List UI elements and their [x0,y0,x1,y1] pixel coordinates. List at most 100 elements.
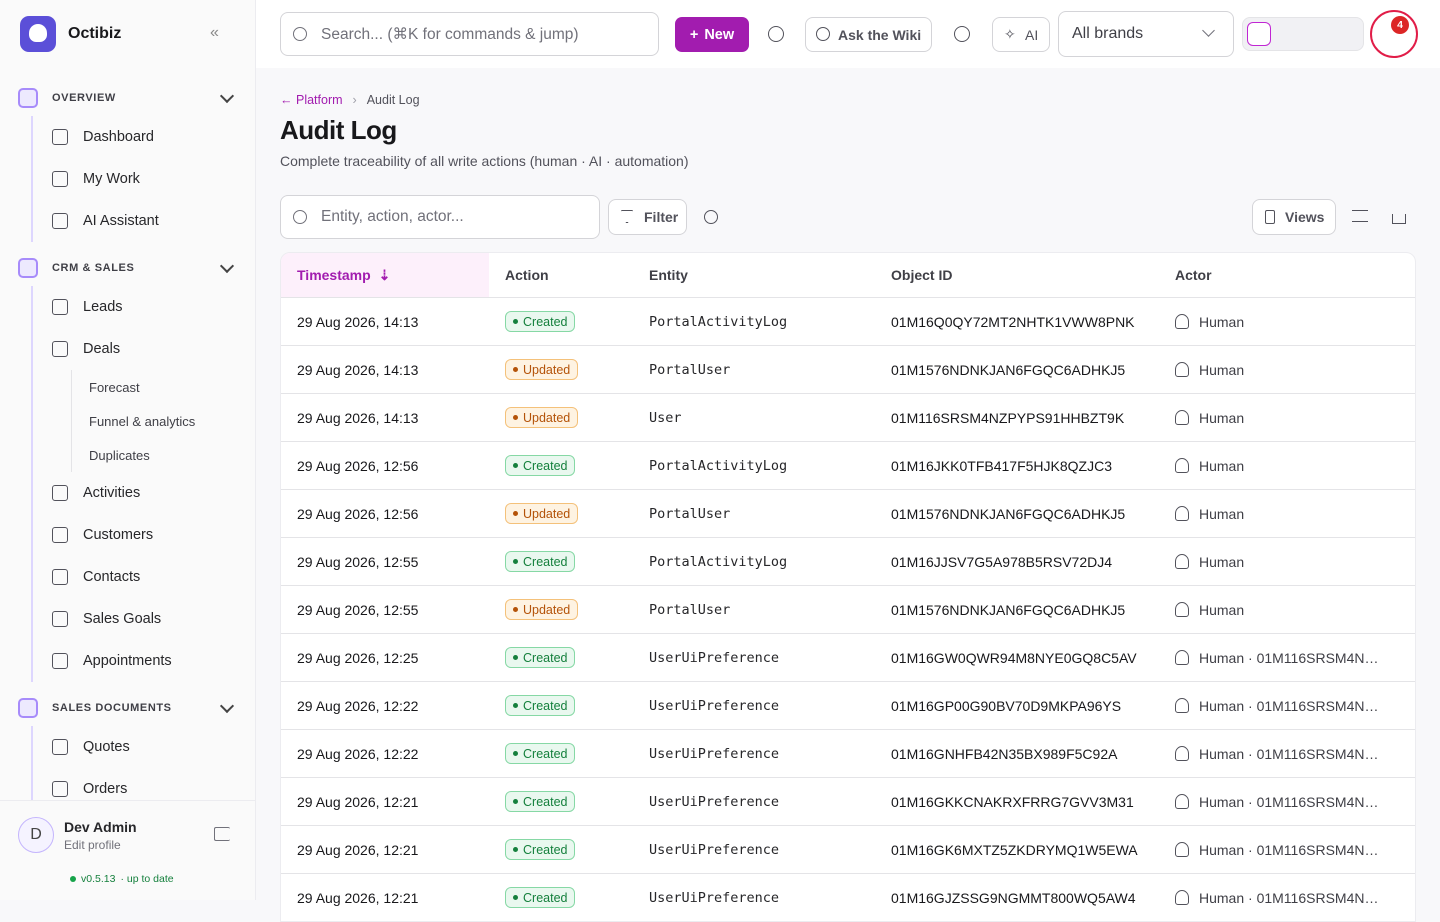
edit-profile[interactable]: Edit profile [64,838,121,852]
nav-item[interactable]: Contacts [33,556,255,598]
status-dot [70,876,76,882]
ai-button[interactable]: ✧ AI [992,17,1050,52]
table-cell: 29 Aug 2026, 14:13 [281,394,489,441]
nav-item[interactable]: Appointments [33,640,255,682]
avatar[interactable]: D [18,817,54,853]
mode-grid[interactable] [1306,22,1330,46]
nav-item[interactable]: Leads [33,286,255,328]
new-button[interactable]: + New [675,17,749,52]
table-row[interactable]: 29 Aug 2026, 12:55 Updated PortalUser 01M15… [281,585,1415,633]
plus-icon: + [689,26,699,43]
version: v0.5.13 · up to date [70,873,174,885]
table-row[interactable]: 29 Aug 2026, 12:21 Created UserUiPreferenc… [281,825,1415,873]
mode-dark[interactable] [1335,22,1359,46]
table-cell: 29 Aug 2026, 12:55 [281,586,489,633]
help-button[interactable] [954,26,970,42]
mode-light[interactable] [1276,22,1300,46]
mode-desktop[interactable] [1247,22,1271,46]
nav-item[interactable]: Sales Goals [33,598,255,640]
nav-subitem[interactable]: Duplicates [89,447,150,463]
column-header[interactable]: Action [489,253,633,297]
action-badge: Created [505,743,576,764]
nav-item[interactable]: Orders [33,768,255,810]
search-placeholder: Search... (⌘K for commands & jump) [321,25,579,43]
section-icon [18,698,38,718]
actor: Human [1199,361,1245,378]
nav-section[interactable]: CRM & SALES [0,250,255,286]
column-title: Actor [1175,267,1212,283]
nav-item[interactable]: Customers [33,514,255,556]
table-row[interactable]: 29 Aug 2026, 12:22 Created UserUiPreferenc… [281,681,1415,729]
wiki-button[interactable]: Ask the Wiki [805,17,932,52]
nav-subitem[interactable]: Forecast [89,379,140,395]
column-header[interactable]: Actor [1159,253,1415,297]
columns-button[interactable] [1352,210,1368,222]
nav-item[interactable]: Activities [33,472,255,514]
table-search-placeholder: Entity, action, actor... [321,208,464,225]
brand-select[interactable]: All brands [1058,11,1234,57]
nav-section[interactable]: SALES DOCUMENTS [0,690,255,726]
filter-button[interactable]: Filter [608,199,687,235]
table-cell: Created [489,874,633,921]
table-row[interactable]: 29 Aug 2026, 12:55 Created PortalActivityL… [281,537,1415,585]
column-header[interactable]: Object ID [875,253,1159,297]
nav-label: Contacts [83,569,141,585]
views-button[interactable]: Views [1252,199,1336,235]
action-badge: Updated [505,359,579,380]
table-cell: Created [489,442,633,489]
table-row[interactable]: 29 Aug 2026, 12:25 Created UserUiPreferenc… [281,633,1415,681]
breadcrumb: ← Platform › Audit Log [280,93,420,107]
nav-item[interactable]: Dashboard [33,116,255,158]
collapse-button[interactable]: « [210,24,219,41]
nav-icon [52,781,68,797]
entity: PortalUser [649,505,731,522]
download-button[interactable] [1392,214,1406,224]
table-row[interactable]: 29 Aug 2026, 14:13 Updated PortalUser 01M15… [281,345,1415,393]
user-name[interactable]: Dev Admin [64,819,137,835]
table-cell: UserUiPreference [633,682,875,729]
table-cell: 01M16GP00G90BV70D9MKPA96YS [875,682,1159,729]
table-cell: Human [1159,538,1415,585]
table-search[interactable]: Entity, action, actor... [280,195,600,239]
global-search[interactable]: Search... (⌘K for commands & jump) [280,12,659,56]
actor-icon [1175,314,1189,329]
table-cell: Human [1159,490,1415,537]
action-badge: Created [505,791,576,812]
brand[interactable]: Octibiz [0,0,255,68]
table-row[interactable]: 29 Aug 2026, 14:13 Updated User 01M116SRSM4… [281,393,1415,441]
nav-subitem[interactable]: Funnel & analytics [89,413,196,429]
timer-button[interactable] [768,26,784,42]
nav: OVERVIEW Dashboard My Work AI Assistant CRM … [0,68,255,810]
actor-icon [1175,698,1189,713]
logo [20,16,56,52]
table-row[interactable]: 29 Aug 2026, 12:21 Created UserUiPreferenc… [281,777,1415,825]
object-id: 01M16JJSV7G5A978B5RSV72DJ4 [891,553,1113,570]
logout-button[interactable] [214,827,230,841]
breadcrumb-link[interactable]: ← Platform [280,93,343,107]
timestamp: 29 Aug 2026, 12:56 [297,505,419,522]
action-badge: Created [505,455,576,476]
table-cell: 29 Aug 2026, 12:21 [281,826,489,873]
nav-item[interactable]: Deals [33,328,255,370]
entity: UserUiPreference [649,745,780,762]
table-row[interactable]: 29 Aug 2026, 12:56 Created PortalActivityL… [281,441,1415,489]
timestamp: 29 Aug 2026, 12:25 [297,649,419,666]
nav-section[interactable]: OVERVIEW [0,80,255,116]
action-badge: Created [505,887,576,908]
table-cell: Updated [489,490,633,537]
ai-icon: ✧ [1004,26,1016,42]
table-row[interactable]: 29 Aug 2026, 12:21 Created UserUiPreferenc… [281,873,1415,921]
nav-item[interactable]: Quotes [33,726,255,768]
table-row[interactable]: 29 Aug 2026, 12:56 Updated PortalUser 01M15… [281,489,1415,537]
entity: PortalUser [649,601,731,618]
section-toggle [219,258,235,274]
refresh-button[interactable] [704,210,718,224]
notifications-button[interactable] [1370,10,1418,58]
table-cell: 01M16JJSV7G5A978B5RSV72DJ4 [875,538,1159,585]
table-row[interactable]: 29 Aug 2026, 14:13 Created PortalActivityL… [281,297,1415,345]
column-header[interactable]: Entity [633,253,875,297]
column-header[interactable]: Timestamp ⇣ [281,253,489,297]
nav-item[interactable]: AI Assistant [33,200,255,242]
table-row[interactable]: 29 Aug 2026, 12:22 Created UserUiPreferenc… [281,729,1415,777]
nav-item[interactable]: My Work [33,158,255,200]
